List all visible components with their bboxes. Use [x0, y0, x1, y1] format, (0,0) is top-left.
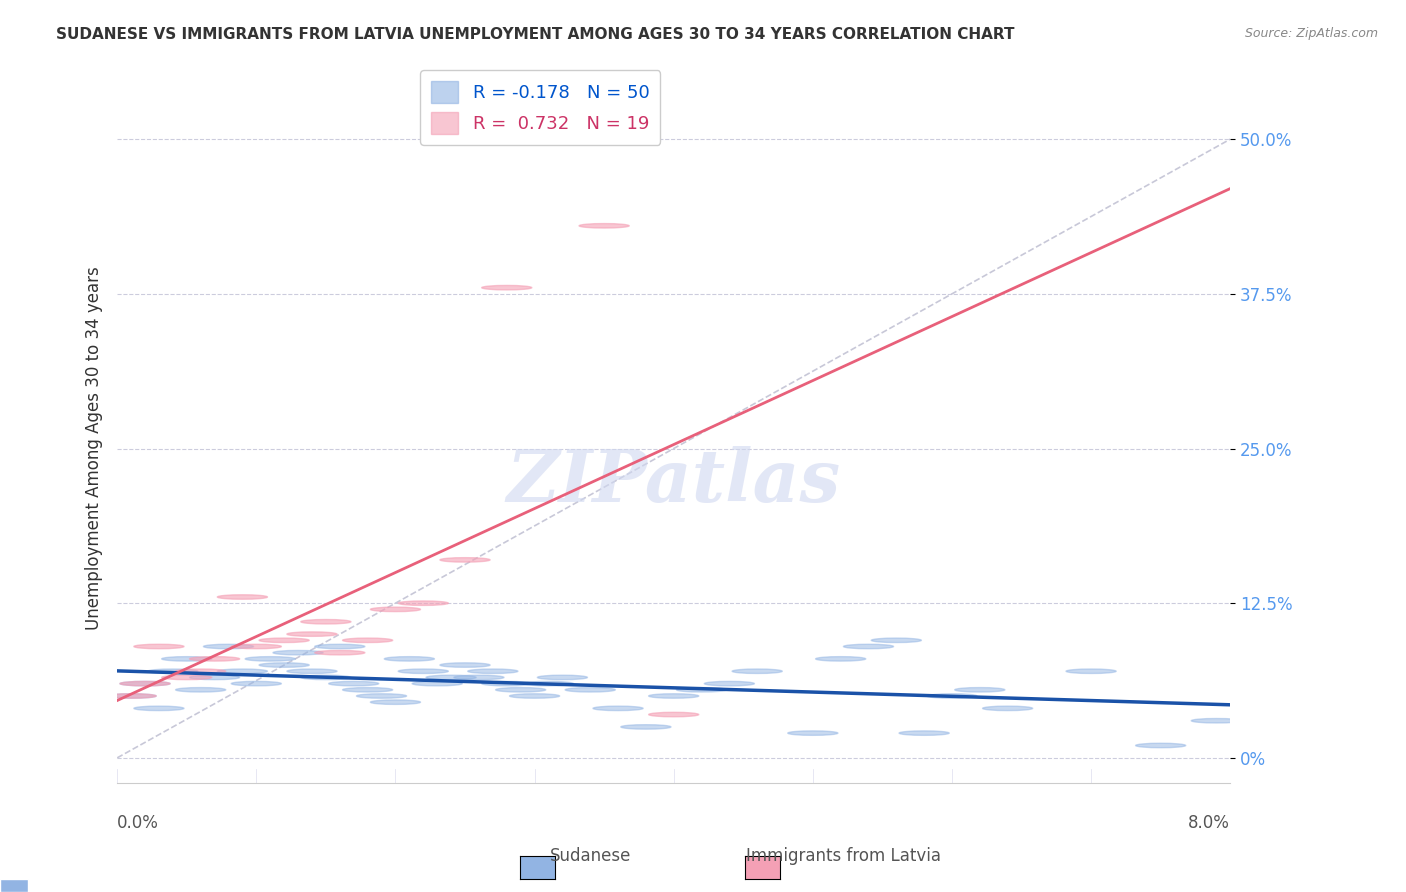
Circle shape: [357, 694, 406, 698]
Circle shape: [301, 675, 352, 680]
Circle shape: [162, 675, 212, 680]
Circle shape: [412, 681, 463, 686]
Circle shape: [384, 657, 434, 661]
Circle shape: [676, 688, 727, 692]
Circle shape: [426, 675, 477, 680]
Circle shape: [1136, 743, 1185, 747]
Circle shape: [593, 706, 643, 711]
Circle shape: [927, 694, 977, 698]
Text: SUDANESE VS IMMIGRANTS FROM LATVIA UNEMPLOYMENT AMONG AGES 30 TO 34 YEARS CORREL: SUDANESE VS IMMIGRANTS FROM LATVIA UNEMP…: [56, 27, 1015, 42]
Circle shape: [162, 657, 212, 661]
Circle shape: [134, 706, 184, 711]
Circle shape: [315, 650, 364, 655]
Circle shape: [315, 644, 364, 648]
Circle shape: [454, 675, 503, 680]
Circle shape: [190, 657, 239, 661]
Circle shape: [176, 669, 226, 673]
Circle shape: [259, 663, 309, 667]
Circle shape: [482, 681, 531, 686]
Circle shape: [509, 694, 560, 698]
Text: 0.0%: 0.0%: [117, 814, 159, 831]
Circle shape: [370, 700, 420, 705]
Circle shape: [468, 669, 517, 673]
Circle shape: [565, 688, 616, 692]
Circle shape: [134, 644, 184, 648]
Circle shape: [482, 285, 531, 290]
Circle shape: [648, 713, 699, 717]
Circle shape: [287, 632, 337, 636]
Circle shape: [815, 657, 866, 661]
Circle shape: [231, 644, 281, 648]
Circle shape: [259, 638, 309, 642]
Text: ZIPatlas: ZIPatlas: [506, 446, 841, 517]
Circle shape: [898, 731, 949, 735]
Circle shape: [343, 638, 392, 642]
Circle shape: [301, 620, 352, 624]
Circle shape: [120, 681, 170, 686]
Circle shape: [537, 675, 588, 680]
Circle shape: [273, 650, 323, 655]
Circle shape: [440, 663, 491, 667]
Circle shape: [496, 688, 546, 692]
Circle shape: [176, 688, 226, 692]
Circle shape: [105, 694, 156, 698]
Circle shape: [204, 644, 253, 648]
Circle shape: [148, 669, 198, 673]
Circle shape: [844, 644, 894, 648]
Circle shape: [440, 558, 491, 562]
Circle shape: [1066, 669, 1116, 673]
Circle shape: [648, 694, 699, 698]
Circle shape: [245, 657, 295, 661]
Circle shape: [983, 706, 1032, 711]
Circle shape: [1191, 719, 1241, 723]
Circle shape: [370, 607, 420, 612]
Circle shape: [872, 638, 921, 642]
Circle shape: [398, 669, 449, 673]
Text: Source: ZipAtlas.com: Source: ZipAtlas.com: [1244, 27, 1378, 40]
Circle shape: [733, 669, 782, 673]
Text: 8.0%: 8.0%: [1188, 814, 1230, 831]
Legend: R = -0.178   N = 50, R =  0.732   N = 19: R = -0.178 N = 50, R = 0.732 N = 19: [420, 70, 661, 145]
Circle shape: [704, 681, 755, 686]
Circle shape: [787, 731, 838, 735]
Circle shape: [287, 669, 337, 673]
Circle shape: [621, 724, 671, 729]
Circle shape: [329, 681, 378, 686]
Circle shape: [579, 224, 630, 228]
Circle shape: [218, 595, 267, 599]
Text: Sudanese: Sudanese: [550, 847, 631, 865]
Circle shape: [231, 681, 281, 686]
Circle shape: [190, 675, 239, 680]
Circle shape: [105, 694, 156, 698]
Circle shape: [398, 601, 449, 606]
Y-axis label: Unemployment Among Ages 30 to 34 years: Unemployment Among Ages 30 to 34 years: [86, 267, 103, 631]
Circle shape: [120, 681, 170, 686]
Text: Immigrants from Latvia: Immigrants from Latvia: [747, 847, 941, 865]
Circle shape: [523, 681, 574, 686]
Circle shape: [955, 688, 1005, 692]
Circle shape: [343, 688, 392, 692]
Circle shape: [218, 669, 267, 673]
